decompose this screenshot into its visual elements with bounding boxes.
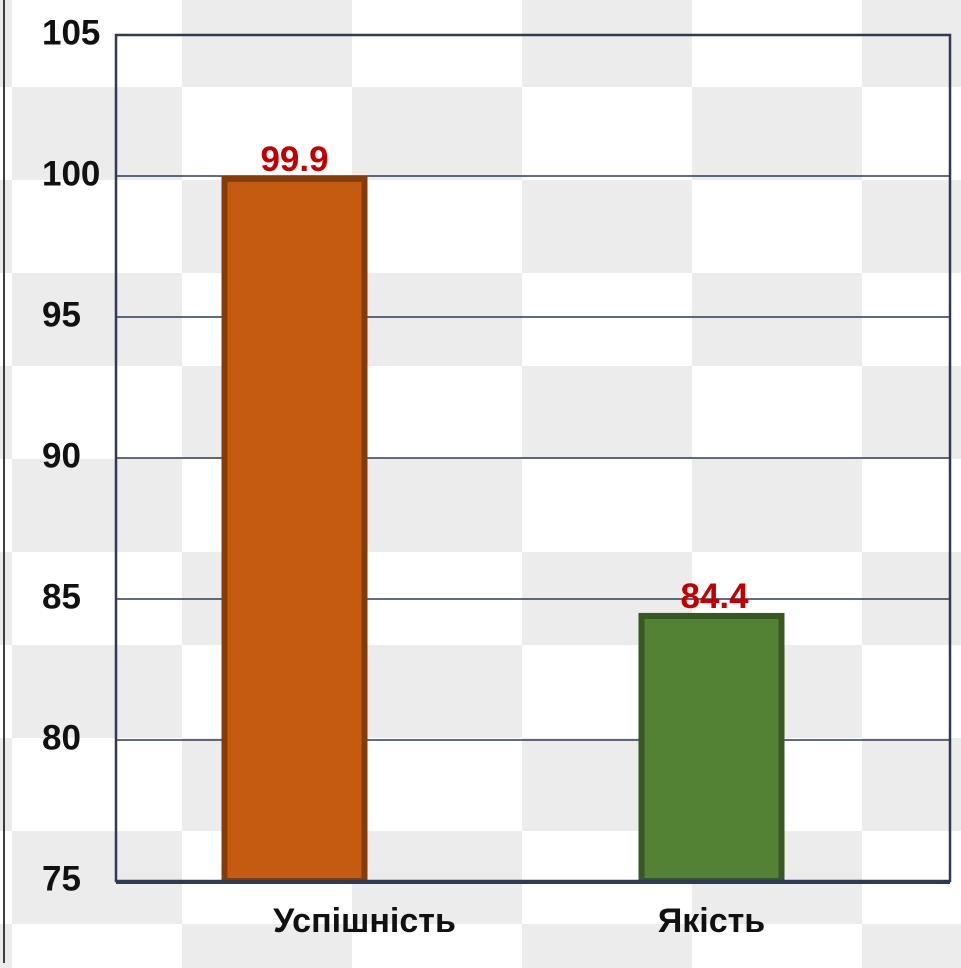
- bars: [221, 175, 785, 884]
- data-label: 99.9: [260, 140, 328, 179]
- y-tick-label: 95: [42, 295, 81, 334]
- bar: [638, 612, 785, 884]
- y-tick-label: 85: [42, 577, 81, 616]
- y-tick-label: 75: [42, 859, 81, 898]
- y-tick-label: 100: [42, 154, 100, 193]
- bar: [221, 175, 368, 884]
- plot-border: [114, 33, 952, 884]
- y-tick-label: 80: [42, 718, 81, 757]
- y-tick-label: 90: [42, 436, 81, 475]
- data-label: 84.4: [680, 577, 749, 616]
- y-tick-labels: 75 80 85 90 95 100 105: [42, 13, 100, 898]
- data-labels: 99.9 84.4: [260, 140, 749, 616]
- plot-area-border: [114, 33, 952, 883]
- y-tick-label: 105: [42, 13, 100, 52]
- x-tick-labels: Успішність Якість: [273, 902, 765, 940]
- x-tick-label: Успішність: [273, 902, 456, 940]
- x-tick-label: Якість: [658, 902, 765, 940]
